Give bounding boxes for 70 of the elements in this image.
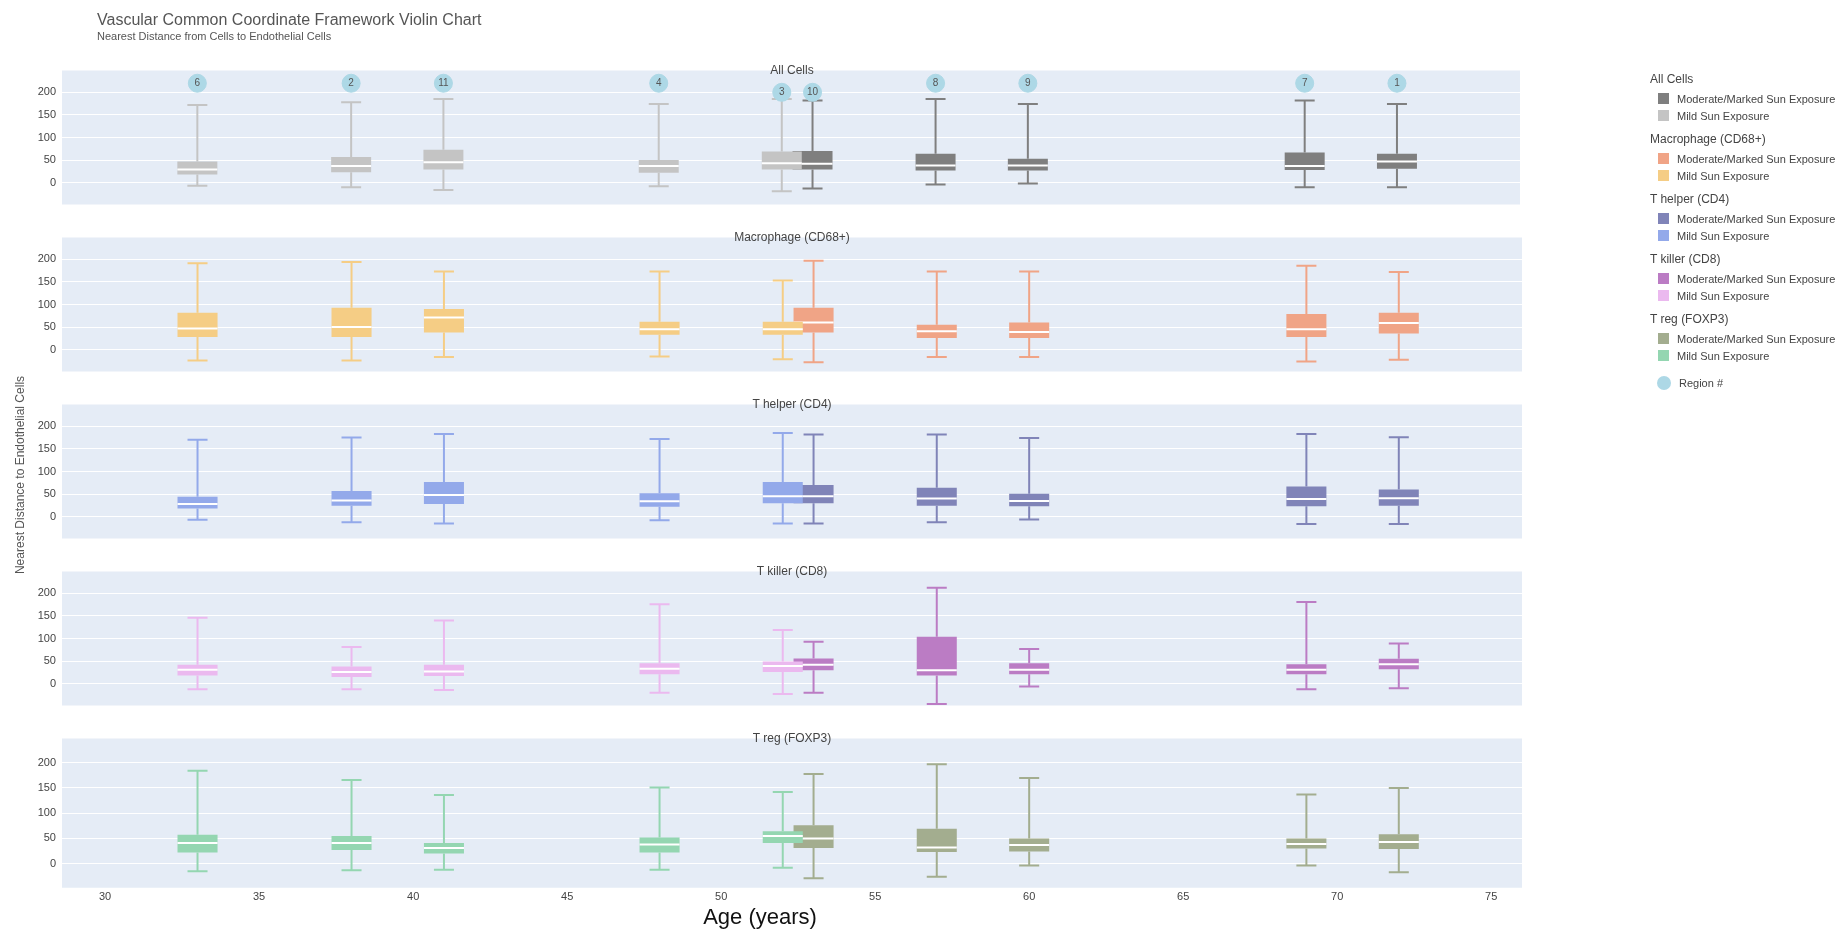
legend-title: T helper (CD4) bbox=[1650, 192, 1731, 206]
x-tick-label: 35 bbox=[253, 890, 266, 903]
x-tick-label: 70 bbox=[1331, 890, 1344, 903]
x-tick-label: 30 bbox=[99, 890, 112, 903]
legend-label: Moderate/Marked Sun Exposure bbox=[1677, 272, 1835, 285]
y-tick-label: 0 bbox=[49, 175, 56, 188]
y-tick-label: 0 bbox=[49, 509, 56, 522]
legend-label: Mild Sun Exposure bbox=[1677, 109, 1770, 122]
y-tick-label: 100 bbox=[37, 806, 56, 819]
x-axis-title: Age (years) bbox=[703, 904, 817, 930]
y-tick-label: 50 bbox=[43, 831, 56, 844]
x-tick-label: 40 bbox=[407, 890, 420, 903]
legend-label: Mild Sun Exposure bbox=[1677, 169, 1770, 182]
y-axis-title: Nearest Distance to Endothelial Cells bbox=[13, 375, 27, 575]
legend-label: Mild Sun Exposure bbox=[1677, 289, 1770, 302]
annotation: 9 bbox=[1025, 77, 1032, 89]
y-tick-label: 200 bbox=[37, 85, 56, 98]
y-tick-label: 200 bbox=[37, 586, 56, 599]
y-tick-label: 100 bbox=[37, 297, 56, 310]
annotation: 1 bbox=[1394, 77, 1401, 89]
y-tick-label: 150 bbox=[37, 781, 56, 794]
annotation: All Cells bbox=[770, 63, 814, 77]
y-tick-label: 200 bbox=[37, 755, 56, 768]
y-tick-label: 100 bbox=[37, 464, 56, 477]
annotation: T killer (CD8) bbox=[756, 564, 828, 578]
y-tick-label: 150 bbox=[37, 608, 56, 621]
y-tick-label: 150 bbox=[37, 107, 56, 120]
x-tick-label: 45 bbox=[561, 890, 574, 903]
annotation: 8 bbox=[932, 77, 939, 89]
chart-subtitle: Nearest Distance from Cells to Endothelial Cells bbox=[97, 30, 332, 42]
x-tick-label: 50 bbox=[715, 890, 728, 903]
legend-label: Moderate/Marked Sun Exposure bbox=[1677, 212, 1835, 225]
y-tick-label: 50 bbox=[43, 487, 56, 500]
annotation: T reg (FOXP3) bbox=[752, 731, 832, 745]
legend-label: Region # bbox=[1679, 376, 1724, 389]
y-tick-label: 100 bbox=[37, 631, 56, 644]
x-tick-label: 65 bbox=[1177, 890, 1190, 903]
y-tick-label: 50 bbox=[43, 320, 56, 333]
chart-title: Vascular Common Coordinate Framework Violin Chart bbox=[97, 11, 482, 29]
legend-label: Moderate/Marked Sun Exposure bbox=[1677, 152, 1835, 165]
y-tick-label: 0 bbox=[49, 676, 56, 689]
legend-title: T killer (CD8) bbox=[1650, 252, 1722, 266]
y-tick-label: 50 bbox=[43, 153, 56, 166]
y-tick-label: 150 bbox=[37, 441, 56, 454]
y-tick-label: 200 bbox=[37, 252, 56, 265]
x-tick-label: 75 bbox=[1485, 890, 1498, 903]
legend-label: Moderate/Marked Sun Exposure bbox=[1677, 92, 1835, 105]
legend-label: Moderate/Marked Sun Exposure bbox=[1677, 332, 1835, 345]
y-tick-label: 0 bbox=[49, 342, 56, 355]
annotation: 7 bbox=[1301, 77, 1308, 89]
annotation: 4 bbox=[655, 77, 662, 89]
x-tick-label: 55 bbox=[869, 890, 882, 903]
y-tick-label: 150 bbox=[37, 274, 56, 287]
y-tick-label: 50 bbox=[43, 654, 56, 667]
y-tick-label: 200 bbox=[37, 419, 56, 432]
legend-title: All Cells bbox=[1650, 72, 1695, 86]
y-tick-label: 0 bbox=[49, 856, 56, 869]
annotation: 6 bbox=[194, 77, 201, 89]
annotation: 2 bbox=[348, 77, 355, 89]
x-tick-label: 60 bbox=[1023, 890, 1036, 903]
annotation: 10 bbox=[806, 86, 819, 98]
legend-title: T reg (FOXP3) bbox=[1650, 312, 1730, 326]
annotation: T helper (CD4) bbox=[752, 397, 832, 411]
annotation: 3 bbox=[778, 86, 785, 98]
legend-label: Mild Sun Exposure bbox=[1677, 229, 1770, 242]
annotation: 11 bbox=[438, 77, 450, 89]
legend-title: Macrophage (CD68+) bbox=[1650, 132, 1767, 146]
legend-label: Mild Sun Exposure bbox=[1677, 349, 1770, 362]
annotation: Macrophage (CD68+) bbox=[734, 230, 850, 244]
y-tick-label: 100 bbox=[37, 130, 56, 143]
